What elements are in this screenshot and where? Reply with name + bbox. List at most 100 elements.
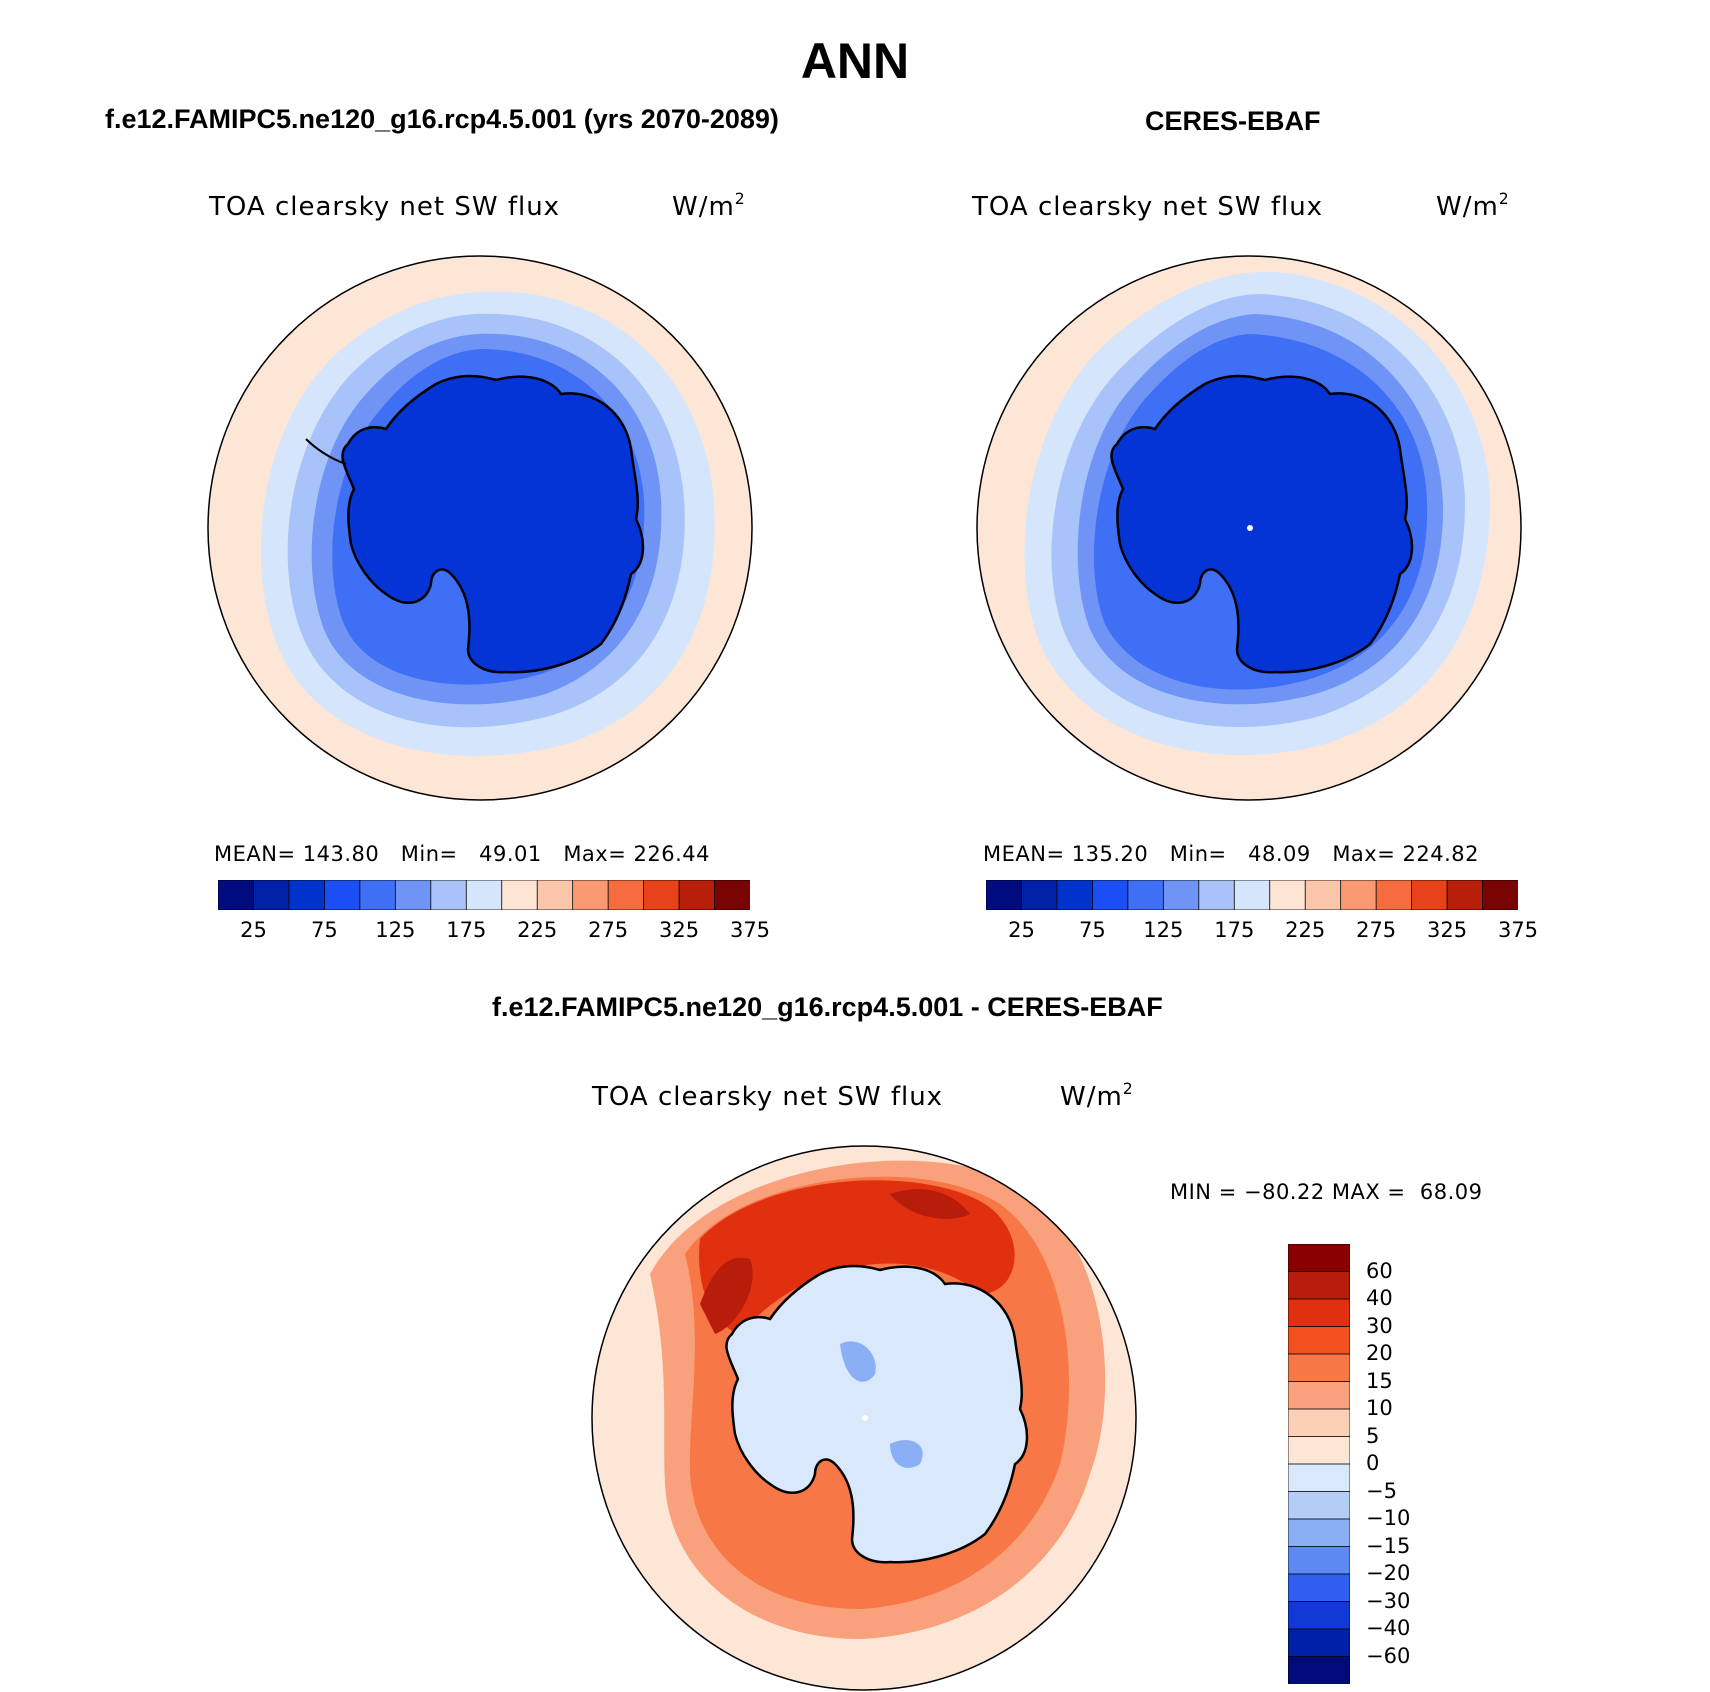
colorbar-tick-label: 325 <box>659 918 700 942</box>
antarctica-diff <box>725 1264 1029 1564</box>
colorbar-swatch <box>1092 880 1129 910</box>
colorbar-swatch <box>1288 1381 1350 1410</box>
pole-marker <box>1247 525 1253 531</box>
colorbar-swatch <box>359 880 397 910</box>
panel-2-stats: MEAN= 135.20 Min= 48.09 Max= 224.82 <box>983 842 1479 866</box>
colorbar-tick-label: −20 <box>1366 1561 1411 1585</box>
colorbar-tick-label: 40 <box>1366 1286 1393 1310</box>
colorbar-tick-label: −40 <box>1366 1616 1411 1640</box>
map-boundary <box>976 255 1522 801</box>
colorbar-tick-label: 325 <box>1427 918 1468 942</box>
colorbar-tick-label: 175 <box>1214 918 1255 942</box>
colorbar-tick-label: 275 <box>588 918 629 942</box>
diff-colorbar <box>1288 1244 1350 1684</box>
colorbar-swatch <box>430 880 468 910</box>
colorbar-swatch <box>1233 880 1271 910</box>
colorbar-swatch <box>536 880 574 910</box>
colorbar-tick-label: −10 <box>1366 1506 1411 1530</box>
colorbar-swatch <box>1269 880 1307 910</box>
panel-1-map <box>207 255 753 801</box>
panel-2-colorbar <box>986 880 1518 910</box>
map-diff-warm-peak <box>700 1257 753 1334</box>
colorbar-tick-label: 30 <box>1366 1313 1393 1338</box>
colorbar-swatch <box>1127 880 1165 910</box>
colorbar-swatch <box>1288 1326 1350 1355</box>
diff-map <box>591 1145 1137 1691</box>
diff-colorbar-ticks: 60 40 30 20 15 10 5 0 −5 −10 −15 −20 −30 −40 −60 <box>1366 1244 1466 1684</box>
map-diff-blue-patch-2 <box>890 1440 923 1468</box>
colorbar-swatch <box>1056 880 1094 910</box>
map-diff-warm-peak-2 <box>890 1189 970 1219</box>
colorbar-swatch <box>1288 1601 1350 1630</box>
colorbar-tick-label: 125 <box>1143 918 1184 942</box>
map-boundary <box>207 255 753 801</box>
colorbar-swatch <box>1288 1656 1350 1684</box>
colorbar-swatch <box>1288 1628 1350 1658</box>
colorbar-tick-label: 10 <box>1366 1396 1393 1420</box>
main-title: ANN <box>800 33 910 89</box>
panel-1-variable: TOA clearsky net SW flux <box>209 192 561 222</box>
colorbar-swatch <box>572 880 610 910</box>
colorbar-tick-label: 5 <box>1366 1423 1380 1448</box>
colorbar-swatch <box>1288 1436 1350 1465</box>
panel-2-variable: TOA clearsky net SW flux <box>972 192 1324 222</box>
colorbar-swatch <box>1304 880 1342 910</box>
colorbar-tick-label: 75 <box>311 918 338 942</box>
colorbar-swatch <box>1288 1573 1350 1603</box>
colorbar-tick-label: 125 <box>375 918 416 942</box>
colorbar-swatch <box>1288 1518 1350 1548</box>
diff-min-max: MIN = −80.22 MAX = 68.09 <box>1170 1180 1483 1204</box>
map-diff-blue-patch <box>840 1341 876 1382</box>
colorbar-swatch <box>1021 880 1058 910</box>
colorbar-tick-label: 15 <box>1366 1368 1393 1393</box>
pole-marker <box>862 1415 868 1421</box>
colorbar-swatch <box>1288 1463 1350 1493</box>
colorbar-swatch <box>288 880 326 910</box>
colorbar-tick-label: 275 <box>1356 918 1397 942</box>
peninsula-coast <box>305 438 347 465</box>
colorbar-tick-label: 375 <box>1497 918 1539 942</box>
diff-panel-units: W/m2 <box>1060 1080 1134 1112</box>
colorbar-swatch <box>714 880 750 910</box>
colorbar-swatch <box>1482 880 1518 910</box>
colorbar-swatch <box>465 880 503 910</box>
panel-1-units: W/m2 <box>672 190 746 222</box>
colorbar-tick-label: −5 <box>1366 1478 1397 1503</box>
colorbar-swatch <box>643 880 680 910</box>
colorbar-swatch <box>986 880 1023 910</box>
colorbar-swatch <box>501 880 539 910</box>
colorbar-tick-label: 175 <box>446 918 487 942</box>
colorbar-swatch <box>1198 880 1236 910</box>
colorbar-swatch <box>1411 880 1448 910</box>
colorbar-swatch <box>1288 1244 1350 1273</box>
map-diff-warm-north <box>699 1180 1015 1334</box>
colorbar-swatch <box>394 880 432 910</box>
panel-2-title: CERES-EBAF <box>1145 106 1321 136</box>
colorbar-swatch <box>678 880 716 910</box>
antarctica-landmass <box>1110 374 1414 674</box>
colorbar-swatch <box>324 880 361 910</box>
colorbar-swatch <box>1162 880 1200 910</box>
colorbar-swatch <box>1288 1271 1350 1300</box>
colorbar-swatch <box>607 880 645 910</box>
colorbar-swatch <box>1288 1491 1350 1520</box>
panel-1-colorbar-ticks: 25 75 125 175 225 275 325 375 <box>218 918 770 944</box>
colorbar-swatch <box>1288 1408 1350 1438</box>
colorbar-tick-label: −60 <box>1366 1643 1411 1668</box>
colorbar-tick-label: 0 <box>1366 1451 1380 1475</box>
colorbar-tick-label: 25 <box>240 918 267 942</box>
colorbar-tick-label: 20 <box>1366 1341 1393 1365</box>
colorbar-tick-label: 25 <box>1008 918 1035 942</box>
colorbar-swatch <box>1288 1298 1350 1328</box>
colorbar-swatch <box>1288 1546 1350 1575</box>
antarctica-landmass <box>341 374 645 674</box>
panel-1-colorbar <box>218 880 750 910</box>
diff-panel-title: f.e12.FAMIPC5.ne120_g16.rcp4.5.001 - CER… <box>492 992 1163 1022</box>
colorbar-tick-label: 75 <box>1079 918 1106 942</box>
colorbar-tick-label: −30 <box>1366 1588 1411 1613</box>
colorbar-tick-label: 375 <box>729 918 771 942</box>
colorbar-tick-label: 60 <box>1366 1258 1393 1283</box>
colorbar-swatch <box>1340 880 1378 910</box>
panel-2-colorbar-ticks: 25 75 125 175 225 275 325 375 <box>986 918 1538 944</box>
panel-1-stats: MEAN= 143.80 Min= 49.01 Max= 226.44 <box>214 842 710 866</box>
